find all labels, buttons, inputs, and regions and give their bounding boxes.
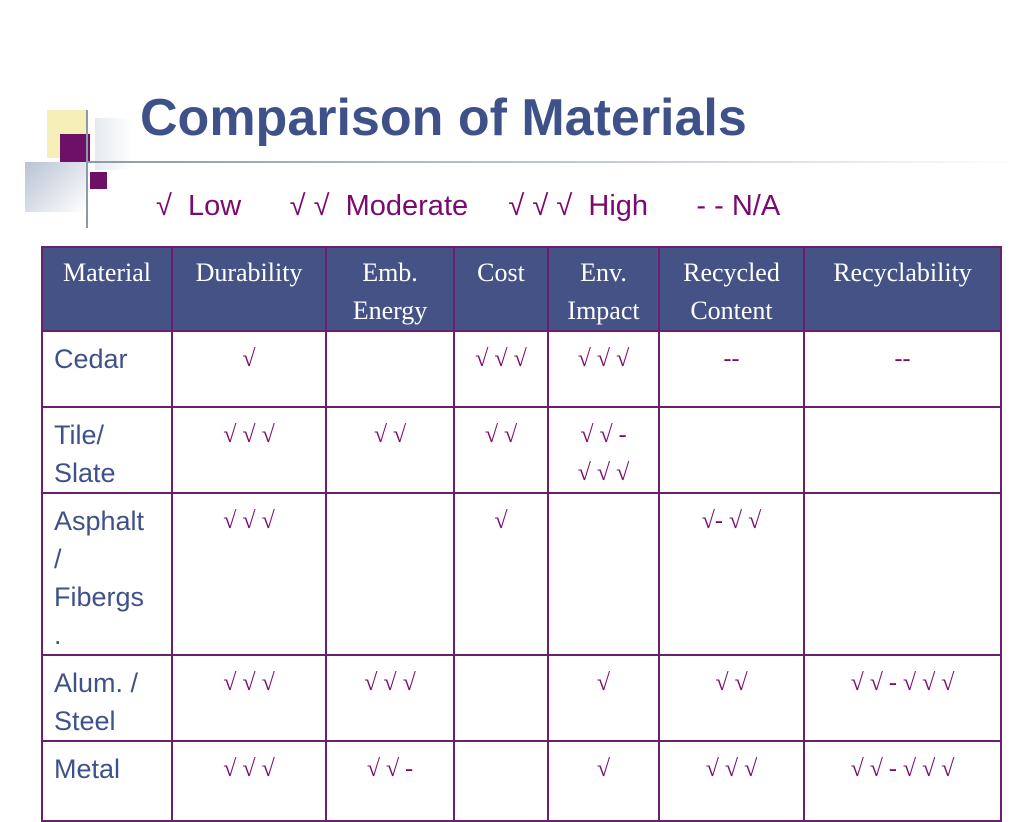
env-impact-cell: √ — [547, 740, 660, 822]
durability-cell: √ √ √ — [171, 406, 327, 494]
table-row: Alum. / Steel √ √ √ √ √ √ √ √ √ √ √ - √ … — [41, 654, 1002, 742]
legend-low-symbol: √ — [156, 190, 172, 222]
cost-cell — [453, 740, 549, 822]
legend-high-label: High — [588, 190, 649, 222]
embodied-energy-cell: √ √ - — [325, 740, 455, 822]
table-row: Asphalt / Fibergs . √ √ √ √ √- √ √ — [41, 492, 1002, 656]
recycled-content-cell — [658, 406, 805, 494]
env-impact-cell: √ √ √ — [547, 330, 660, 408]
material-cell: Cedar — [41, 330, 173, 408]
slide-title: Comparison of Materials — [140, 89, 747, 147]
cost-cell: √ √ √ — [453, 330, 549, 408]
recyclability-cell: -- — [803, 330, 1002, 408]
embodied-energy-cell: √ √ √ — [325, 654, 455, 742]
header-durability: Durability — [171, 246, 327, 332]
title-underline — [88, 161, 1024, 163]
recyclability-cell: √ √ - √ √ √ — [803, 654, 1002, 742]
material-cell: Asphalt / Fibergs . — [41, 492, 173, 656]
recyclability-cell: √ √ - √ √ √ — [803, 740, 1002, 822]
recyclability-cell — [803, 492, 1002, 656]
durability-cell: √ √ √ — [171, 492, 327, 656]
env-impact-cell — [547, 492, 660, 656]
material-cell: Metal — [41, 740, 173, 822]
cost-cell: √ — [453, 492, 549, 656]
durability-cell: √ √ √ — [171, 740, 327, 822]
header-env-impact: Env. Impact — [547, 246, 660, 332]
cost-cell — [453, 654, 549, 742]
embodied-energy-cell — [325, 330, 455, 408]
header-recycled-content: Recycled Content — [658, 246, 805, 332]
deco-square-gray — [25, 162, 87, 212]
cost-cell: √ √ — [453, 406, 549, 494]
table-row: Cedar √ √ √ √ √ √ √ -- -- — [41, 330, 1002, 408]
durability-cell: √ √ √ — [171, 654, 327, 742]
material-cell: Tile/ Slate — [41, 406, 173, 494]
durability-cell: √ — [171, 330, 327, 408]
header-material: Material — [41, 246, 173, 332]
table-row: Metal √ √ √ √ √ - √ √ √ √ √ √ - √ √ √ — [41, 740, 1002, 822]
legend-na-symbol: - - — [696, 190, 724, 222]
embodied-energy-cell — [325, 492, 455, 656]
table-row: Tile/ Slate √ √ √ √ √ √ √ √ √ - √ √ √ — [41, 406, 1002, 494]
env-impact-cell: √ √ - √ √ √ — [547, 406, 660, 494]
recycled-content-cell: √- √ √ — [658, 492, 805, 656]
legend-moderate-label: Moderate — [345, 190, 469, 222]
header-embodied-energy: Emb. Energy — [325, 246, 455, 332]
header-cost: Cost — [453, 246, 549, 332]
embodied-energy-cell: √ √ — [325, 406, 455, 494]
recyclability-cell — [803, 406, 1002, 494]
legend: √ Low √ √ Moderate √ √ √ High - - N/A — [156, 187, 896, 247]
legend-na-label: N/A — [731, 190, 781, 222]
table-header-row: Material Durability Emb. Energy Cost Env… — [41, 246, 1002, 332]
recycled-content-cell: -- — [658, 330, 805, 408]
recycled-content-cell: √ √ — [658, 654, 805, 742]
deco-square-purple-small — [90, 172, 107, 189]
env-impact-cell: √ — [547, 654, 660, 742]
material-cell: Alum. / Steel — [41, 654, 173, 742]
recycled-content-cell: √ √ √ — [658, 740, 805, 822]
legend-high-symbol: √ √ √ — [508, 190, 573, 222]
legend-low-label: Low — [188, 190, 242, 222]
legend-moderate-symbol: √ √ — [289, 190, 330, 222]
header-recyclability: Recyclability — [803, 246, 1002, 332]
materials-table: Material Durability Emb. Energy Cost Env… — [41, 246, 1002, 822]
deco-vertical-line — [86, 110, 88, 228]
deco-square-purple — [60, 134, 90, 162]
